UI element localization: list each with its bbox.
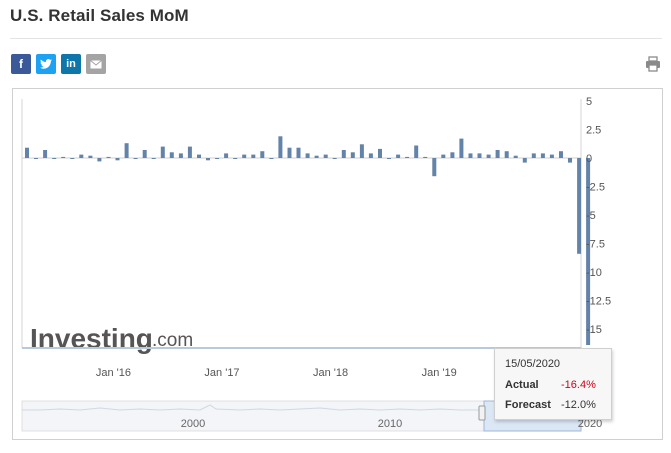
bar[interactable] — [169, 152, 174, 158]
y-tick-label: -15 — [586, 324, 602, 336]
bar[interactable] — [323, 154, 328, 158]
bar[interactable] — [278, 136, 283, 158]
bar[interactable] — [25, 147, 29, 158]
bar[interactable] — [115, 158, 120, 161]
y-tick-label: -5 — [586, 210, 596, 222]
bar[interactable] — [350, 152, 355, 158]
bar[interactable] — [504, 151, 509, 158]
navigator-series-line — [22, 404, 484, 411]
y-tick-label: 2.5 — [586, 125, 601, 137]
tooltip-actual-value: -16.4% — [561, 379, 596, 391]
title-divider — [10, 38, 662, 39]
bar[interactable] — [287, 147, 292, 158]
bar[interactable] — [423, 156, 428, 158]
facebook-share-icon[interactable]: f — [11, 54, 31, 74]
bar[interactable] — [269, 158, 274, 159]
linkedin-share-icon[interactable]: in — [61, 54, 81, 74]
bar[interactable] — [450, 152, 455, 158]
bar[interactable] — [577, 158, 582, 254]
bar[interactable] — [88, 155, 93, 158]
bar[interactable] — [359, 144, 364, 158]
bar[interactable] — [549, 154, 554, 158]
bar[interactable] — [368, 153, 373, 158]
bar[interactable] — [396, 154, 401, 158]
bar[interactable] — [477, 153, 482, 158]
bar[interactable] — [559, 151, 563, 158]
bar[interactable] — [142, 150, 147, 158]
bar[interactable] — [459, 138, 464, 158]
bar[interactable] — [197, 154, 201, 158]
bar[interactable] — [124, 143, 129, 158]
bar[interactable] — [586, 158, 591, 345]
bar[interactable] — [305, 153, 310, 158]
bar[interactable] — [341, 150, 346, 158]
bar[interactable] — [224, 153, 229, 158]
email-share-icon[interactable] — [86, 54, 106, 74]
bar[interactable] — [531, 153, 536, 158]
bar[interactable] — [106, 156, 111, 158]
watermark-brand: Investing — [30, 323, 153, 354]
bar[interactable] — [133, 158, 138, 159]
y-tick-label: -10 — [586, 267, 602, 279]
tooltip-forecast-row: Forecast -12.0% — [505, 399, 596, 411]
bar[interactable] — [260, 151, 265, 158]
navigator-label-2010: 2010 — [378, 418, 402, 430]
bar[interactable] — [378, 148, 382, 158]
bar[interactable] — [70, 158, 75, 159]
bar[interactable] — [468, 153, 473, 158]
y-tick-label: -2.5 — [586, 182, 605, 194]
bar[interactable] — [495, 150, 500, 158]
bar[interactable] — [568, 158, 572, 163]
tooltip-actual-row: Actual -16.4% — [505, 379, 596, 391]
navigator-left-handle[interactable] — [478, 405, 486, 421]
tooltip-actual-label: Actual — [505, 379, 539, 391]
tooltip-forecast-value: -12.0% — [561, 399, 596, 411]
bar[interactable] — [160, 146, 165, 158]
bar[interactable] — [332, 158, 337, 159]
bar[interactable] — [432, 158, 437, 177]
navigator-label-2000: 2000 — [181, 418, 205, 430]
page-title: U.S. Retail Sales MoM — [10, 6, 189, 25]
x-tick-label: Jan '17 — [204, 367, 239, 379]
bar[interactable] — [178, 153, 183, 158]
chart-frame — [12, 88, 663, 440]
bar[interactable] — [387, 158, 391, 159]
tooltip-forecast-label: Forecast — [505, 399, 551, 411]
y-tick-label: -12.5 — [586, 296, 611, 308]
bar[interactable] — [405, 156, 410, 158]
bar[interactable] — [233, 158, 238, 159]
y-tick-label: 0 — [586, 153, 592, 165]
bar[interactable] — [61, 156, 66, 158]
bar[interactable] — [414, 145, 419, 159]
bar[interactable] — [486, 154, 491, 158]
bar[interactable] — [540, 153, 545, 158]
bar[interactable] — [215, 158, 220, 159]
y-tick-label: 5 — [586, 96, 592, 108]
data-tooltip: 15/05/2020 Actual -16.4% Forecast -12.0% — [494, 348, 612, 420]
x-tick-label: Jan '16 — [96, 367, 131, 379]
twitter-share-icon[interactable] — [36, 54, 56, 74]
bar[interactable] — [242, 154, 247, 158]
print-icon[interactable] — [645, 56, 661, 72]
bar[interactable] — [251, 154, 256, 158]
bar[interactable] — [513, 155, 518, 158]
bar[interactable] — [97, 158, 102, 162]
x-tick-label: Jan '18 — [313, 367, 348, 379]
x-tick-label: Jan '19 — [422, 367, 457, 379]
bar[interactable] — [187, 146, 192, 158]
y-tick-label: -7.5 — [586, 239, 605, 251]
watermark-suffix: .com — [152, 330, 193, 351]
bar[interactable] — [34, 158, 38, 159]
bar[interactable] — [314, 155, 319, 158]
bar[interactable] — [206, 158, 210, 161]
bar[interactable] — [43, 150, 48, 158]
bar[interactable] — [52, 158, 57, 159]
bar[interactable] — [441, 154, 446, 158]
bar[interactable] — [522, 158, 527, 163]
tooltip-date: 15/05/2020 — [505, 358, 561, 370]
bar[interactable] — [79, 154, 84, 158]
navigator-label-2020: 2020 — [578, 418, 602, 430]
bar[interactable] — [151, 158, 156, 159]
bar[interactable] — [296, 147, 301, 158]
